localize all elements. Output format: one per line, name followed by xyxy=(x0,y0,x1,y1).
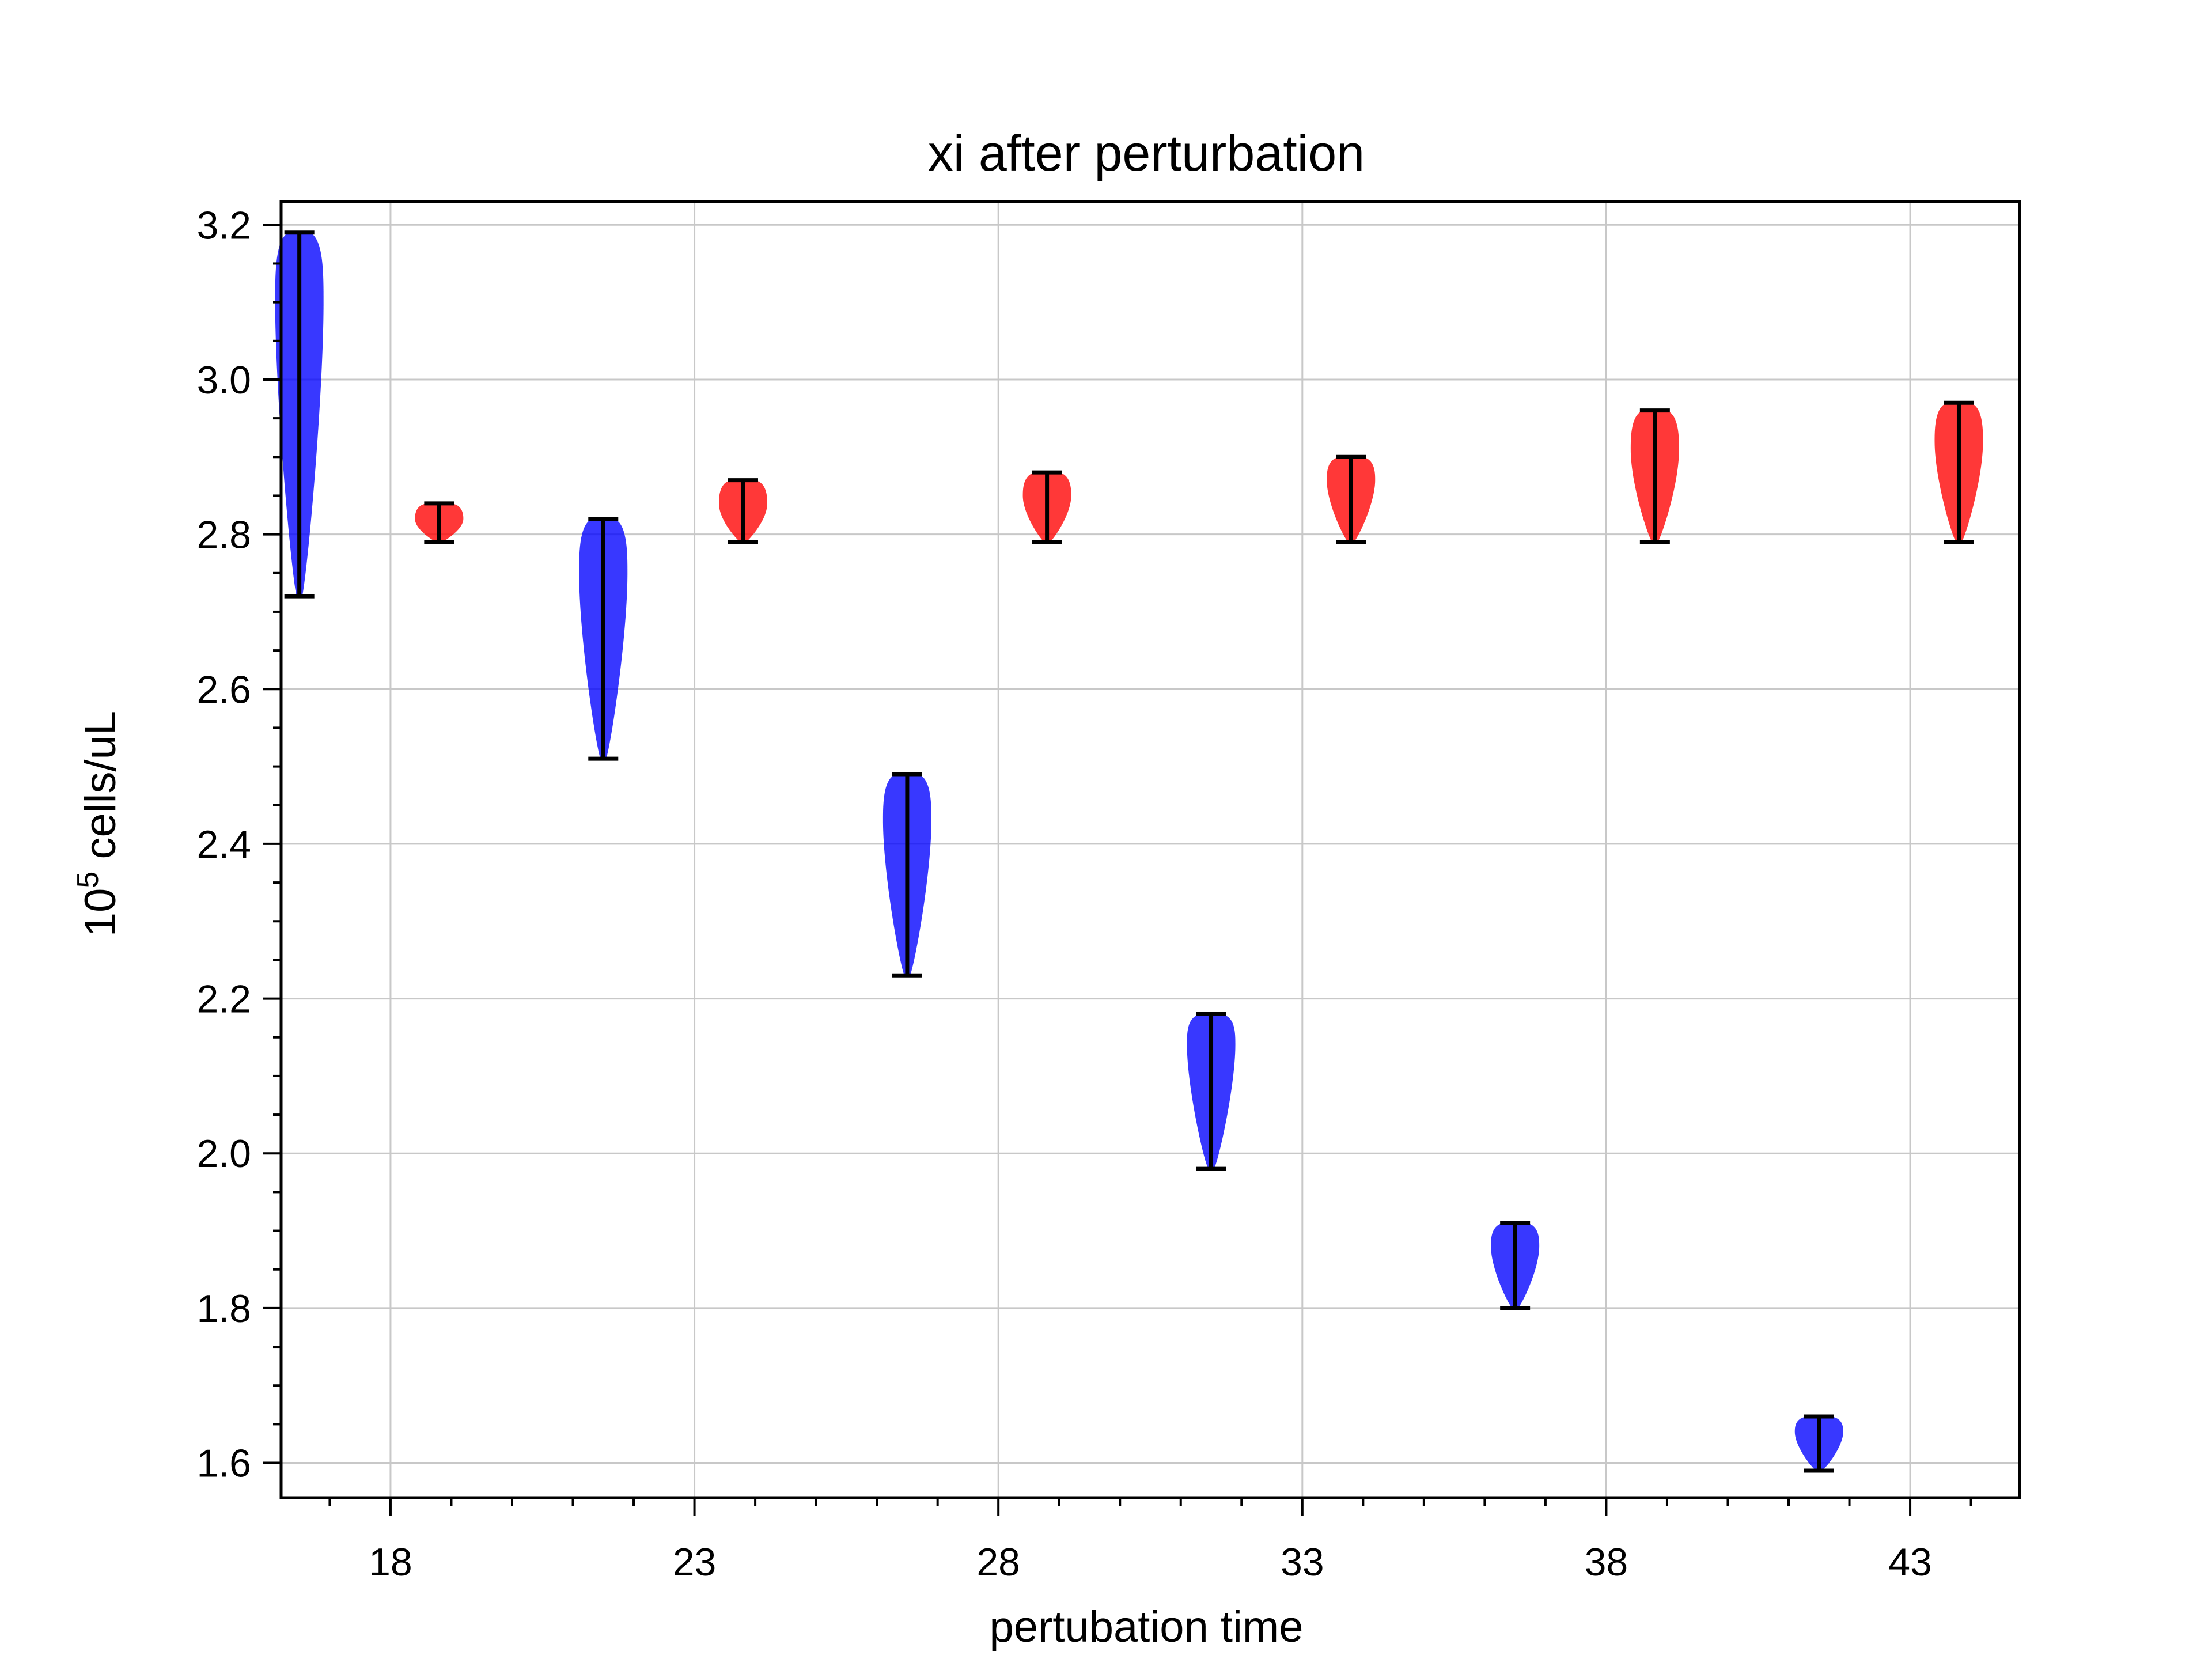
x-tick-label: 23 xyxy=(673,1540,717,1584)
y-tick-label: 2.4 xyxy=(196,823,251,866)
y-tick-label: 3.0 xyxy=(196,358,251,402)
y-axis-label: 105 cells/uL xyxy=(71,711,125,937)
gridlines xyxy=(281,202,2020,1498)
x-tick-label: 43 xyxy=(1888,1540,1932,1584)
x-tick-label: 33 xyxy=(1281,1540,1324,1584)
axis-ticks xyxy=(263,224,1972,1516)
x-tick-label: 38 xyxy=(1585,1540,1628,1584)
y-axis-label-base: 10 xyxy=(76,888,125,937)
y-tick-label: 2.2 xyxy=(196,978,251,1021)
x-tick-label: 28 xyxy=(976,1540,1020,1584)
plot-frame xyxy=(279,200,2021,1499)
x-axis-label: pertubation time xyxy=(990,1603,1304,1652)
y-tick-label: 1.6 xyxy=(196,1442,251,1486)
y-tick-label: 1.8 xyxy=(196,1287,251,1331)
x-tick-label: 18 xyxy=(369,1540,412,1584)
y-tick-label: 2.0 xyxy=(196,1132,251,1176)
tick-labels: 18 23 28 33 38 43 1.6 1.8 2.0 2.2 2.4 2.6 2.8 3.0 3.2 xyxy=(196,203,1931,1584)
y-tick-label: 3.2 xyxy=(196,203,251,247)
y-axis-label-unit: cells/uL xyxy=(76,711,125,872)
y-tick-label: 2.6 xyxy=(196,668,251,711)
y-axis-label-exponent: 5 xyxy=(71,872,105,888)
chart-title: xi after perturbation xyxy=(928,124,1365,181)
y-tick-label: 2.8 xyxy=(196,513,251,557)
violin-marks xyxy=(275,230,1983,1473)
